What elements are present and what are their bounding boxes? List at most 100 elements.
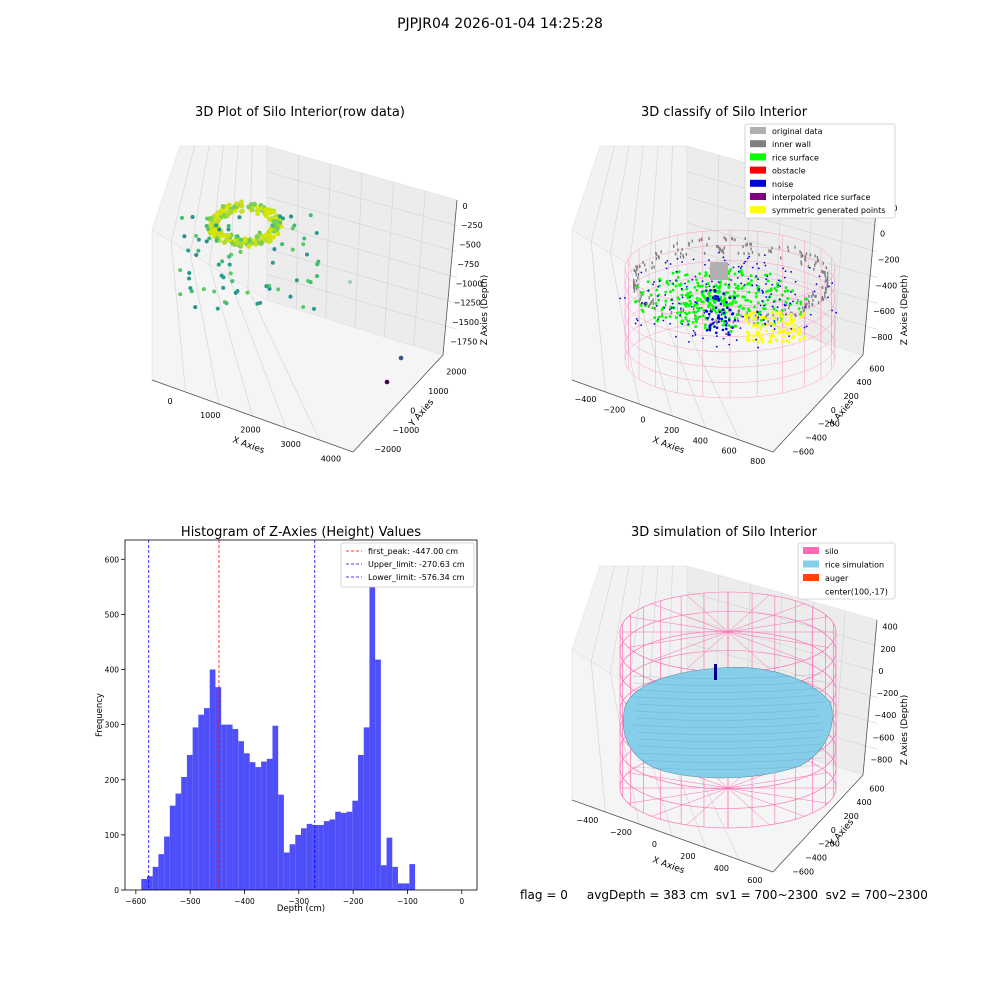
- rice-surface-point: [690, 294, 693, 298]
- inner-wall-point: [697, 316, 699, 320]
- symmetric-point: [747, 339, 751, 343]
- noise-point: [718, 251, 720, 254]
- inner-wall-point: [742, 245, 744, 249]
- rice-surface-point: [725, 303, 728, 307]
- surface-mesh-line: [633, 722, 822, 728]
- inner-wall-point: [686, 319, 688, 323]
- legend-label: center(100,-17): [825, 588, 888, 597]
- noise-point: [773, 328, 776, 330]
- symmetric-point: [752, 317, 756, 321]
- rice-surface-point: [675, 311, 679, 315]
- noise-point: [708, 328, 712, 332]
- inner-wall-point: [653, 265, 655, 269]
- rice-surface-point: [740, 286, 744, 290]
- inner-wall-point: [769, 249, 772, 253]
- data-point: [288, 294, 293, 299]
- noise-point: [691, 278, 694, 281]
- rice-surface-point: [795, 301, 799, 305]
- z-axis-line: [442, 199, 458, 356]
- histogram-bar: [358, 754, 364, 890]
- noise-point: [653, 323, 656, 325]
- data-point: [238, 199, 244, 205]
- inner-wall-point: [636, 287, 638, 291]
- rice-surface-point: [696, 281, 700, 285]
- noise-point: [680, 307, 682, 310]
- inner-wall-point: [800, 310, 802, 314]
- y-tick-label: 600: [869, 364, 884, 373]
- inner-wall-point: [650, 301, 652, 305]
- noise-point: [758, 288, 761, 290]
- noise-point: [730, 279, 733, 281]
- rice-surface-point: [655, 288, 659, 292]
- inner-wall-point: [642, 292, 644, 296]
- data-point: [228, 209, 234, 214]
- grid-line: [170, 241, 186, 393]
- rice-surface-point: [716, 286, 720, 289]
- inner-wall-point: [757, 317, 759, 321]
- inner-wall-point: [824, 286, 827, 290]
- noise-point: [784, 270, 787, 273]
- x-axis-line: [151, 379, 354, 453]
- symmetric-point: [797, 333, 801, 336]
- noise-point: [733, 318, 737, 322]
- rice-surface-point: [687, 279, 690, 283]
- rice-surface-point: [772, 307, 776, 311]
- noise-point: [794, 293, 797, 296]
- noise-point: [705, 328, 709, 332]
- noise-point: [805, 325, 808, 328]
- noise-point: [726, 306, 729, 310]
- data-point: [348, 280, 352, 284]
- inner-wall-point: [677, 248, 679, 252]
- data-point: [264, 284, 269, 289]
- data-point: [234, 201, 240, 207]
- inner-wall-point: [681, 247, 683, 251]
- inner-wall-point: [817, 258, 820, 262]
- inner-wall-point: [718, 248, 721, 252]
- symmetric-point: [761, 333, 764, 337]
- inner-wall-point: [826, 284, 828, 288]
- y-tick-label: 600: [869, 784, 884, 793]
- inner-wall-point: [826, 271, 829, 275]
- rice-surface-point: [708, 294, 712, 298]
- histogram-bar: [375, 659, 381, 890]
- inner-wall-point: [711, 307, 713, 311]
- noise-point: [728, 283, 730, 286]
- x-tick-label: −200: [610, 828, 632, 837]
- figure-title: PJPJR04 2026-01-04 14:25:28: [397, 16, 603, 32]
- x-axis-label: X Axies: [231, 435, 266, 456]
- x-tick-label: 4000: [321, 454, 341, 463]
- noise-point: [711, 296, 715, 300]
- data-point: [280, 242, 285, 247]
- rice-surface-point: [733, 324, 736, 328]
- noise-point: [643, 302, 646, 305]
- inner-wall-point: [801, 254, 804, 258]
- histogram-bar: [301, 828, 307, 890]
- rice-surface-point: [783, 289, 787, 293]
- silo-roof-spoke: [727, 616, 828, 633]
- z-axis-label: Z Axies (Depth): [900, 695, 910, 766]
- grid-line: [686, 248, 878, 304]
- rice-surface-point: [733, 283, 737, 286]
- noise-point: [727, 331, 730, 334]
- noise-point: [731, 326, 734, 329]
- data-point: [187, 270, 192, 275]
- symmetric-point: [798, 327, 801, 331]
- inner-wall-point: [652, 302, 655, 306]
- inner-wall-point: [807, 264, 810, 268]
- inner-wall-point: [822, 261, 824, 265]
- y-tick-label: −2000: [374, 445, 401, 454]
- rice-surface-point: [791, 289, 794, 293]
- legend-label: interpolated rice surface: [772, 193, 870, 202]
- histogram-bar: [340, 812, 347, 890]
- noise-point: [706, 299, 709, 302]
- z-axis-label: Z Axies (Depth): [480, 275, 490, 346]
- inner-wall-point: [647, 304, 650, 308]
- x-tick-label: 800: [750, 457, 765, 466]
- symmetric-point: [771, 316, 775, 319]
- y-tick-label: 200: [105, 776, 120, 785]
- rice-surface-point: [784, 300, 788, 304]
- panel-histogram: Histogram of Z-Axies (Height) Values −600…: [95, 525, 478, 914]
- noise-point: [744, 260, 747, 263]
- inner-wall-point: [800, 255, 803, 259]
- chart-title: 3D Plot of Silo Interior(row data): [195, 105, 405, 120]
